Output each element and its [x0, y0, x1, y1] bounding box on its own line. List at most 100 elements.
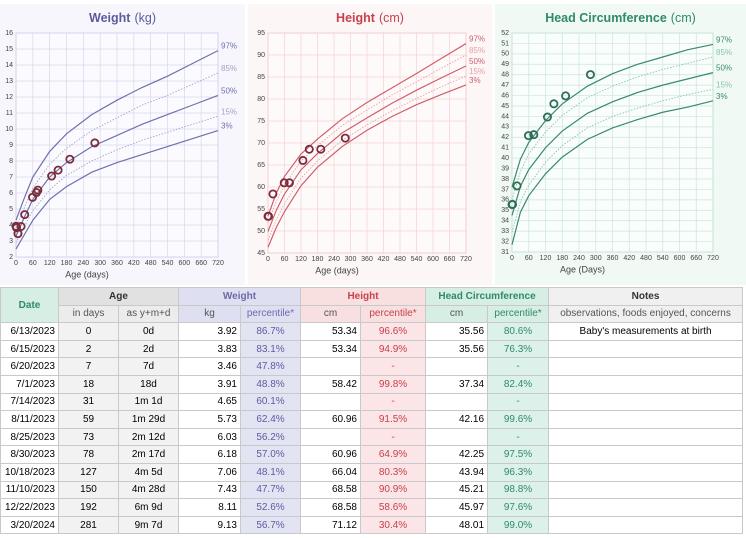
curve-label: 50% — [221, 87, 237, 96]
x-tick-label: 480 — [145, 260, 157, 267]
subheader: as y+m+d — [118, 304, 179, 324]
percentile-curve — [511, 43, 714, 188]
y-tick-label: 13 — [5, 78, 13, 85]
group-header: Height — [299, 287, 427, 306]
percentile-curve — [15, 50, 219, 221]
cell: 281 — [58, 515, 119, 535]
subheader-row: in days as y+m+d kg percentile* cm percentile… — [1, 304, 744, 324]
y-tick-label: 42 — [501, 134, 509, 141]
chart-title-name: Head Circumference — [545, 11, 667, 25]
cell: 3.91 — [178, 374, 241, 394]
y-tick-label: 46 — [501, 92, 509, 99]
x-tick-label: 420 — [128, 260, 140, 267]
x-tick-label: 660 — [444, 256, 456, 263]
y-tick-label: 16 — [5, 30, 13, 37]
cell: 47.7% — [240, 480, 301, 500]
cell: 3/20/2024 — [0, 515, 59, 535]
cell — [300, 357, 361, 376]
x-tick-label: 300 — [590, 255, 602, 262]
x-tick-label: 60 — [29, 260, 37, 267]
cell: - — [359, 427, 427, 447]
cell: 91.5% — [359, 410, 427, 429]
cell: 3.92 — [178, 322, 241, 341]
x-tick-label: 600 — [674, 255, 686, 262]
cell: Baby's measurements at birth — [548, 322, 744, 341]
x-tick-label: 300 — [94, 260, 106, 267]
data-table: Date Age Weight Height Head Circumference Not… — [0, 286, 744, 535]
cell — [548, 374, 744, 394]
cell — [548, 392, 744, 412]
cell: 56.7% — [240, 515, 301, 535]
measurement-point — [65, 154, 75, 164]
percentile-curve — [15, 130, 219, 250]
cell: 53.34 — [300, 339, 361, 359]
cell — [548, 427, 744, 447]
y-tick-label: 51 — [501, 40, 509, 47]
x-tick-label: 180 — [61, 260, 73, 267]
chart-title: Head Circumference (cm) — [545, 11, 696, 25]
percentile-curve — [511, 100, 714, 245]
cell: 71.12 — [300, 515, 361, 535]
cell: 9m 7d — [118, 515, 179, 535]
subheader: in days — [58, 304, 119, 324]
group-header: Weight — [178, 287, 301, 306]
cell: 30.4% — [359, 515, 427, 535]
cell: 45.97 — [425, 498, 489, 517]
cell: - — [487, 427, 550, 447]
cell: 76.3% — [487, 339, 550, 359]
curve-label: 3% — [221, 122, 233, 131]
percentile-curve — [267, 84, 467, 248]
measurement-point — [284, 178, 294, 188]
curve-label: 15% — [469, 67, 485, 76]
cell: 78 — [58, 445, 119, 464]
subheader: cm — [300, 304, 361, 324]
x-tick-label: 360 — [607, 255, 619, 262]
measurement-point — [298, 155, 308, 165]
cell: 98.8% — [487, 480, 550, 500]
cell: 80.3% — [359, 462, 427, 482]
x-tick-label: 180 — [556, 255, 568, 262]
cell: 8/11/2023 — [0, 410, 59, 429]
cell: 58.42 — [300, 374, 361, 394]
measurement-point — [53, 165, 63, 175]
x-tick-label: 0 — [266, 256, 270, 263]
y-tick-label: 4 — [9, 222, 13, 229]
y-tick-label: 50 — [257, 228, 265, 235]
cell: 8/25/2023 — [0, 427, 59, 447]
cell — [548, 462, 744, 482]
cell: 18d — [118, 374, 179, 394]
y-tick-label: 95 — [257, 30, 265, 37]
cell: 45.21 — [425, 480, 489, 500]
cell: 6.18 — [178, 445, 241, 464]
y-tick-label: 45 — [257, 250, 265, 257]
cell: - — [359, 357, 427, 376]
table-row: 7/1/2023 18 18d 3.91 48.8% 58.42 99.8% 37.34 82.… — [0, 374, 744, 394]
x-tick-label: 540 — [657, 255, 669, 262]
cell: 68.58 — [300, 498, 361, 517]
y-tick-label: 60 — [257, 184, 265, 191]
x-tick-label: 240 — [573, 255, 585, 262]
y-tick-label: 39 — [501, 165, 509, 172]
curve-label: 85% — [716, 48, 732, 57]
x-tick-label: 0 — [14, 260, 18, 267]
y-tick-label: 5 — [9, 206, 13, 213]
cell: 86.7% — [240, 322, 301, 341]
y-tick-label: 2 — [9, 254, 13, 261]
measurement-point — [340, 133, 350, 143]
cell: 0 — [58, 322, 119, 341]
cell: 52.6% — [240, 498, 301, 517]
curve-label: 50% — [716, 64, 732, 73]
x-tick-label: 420 — [623, 255, 635, 262]
cell: 9.13 — [178, 515, 241, 535]
curve-label: 15% — [221, 107, 237, 116]
group-header: Date — [0, 286, 59, 324]
y-tick-label: 8 — [9, 158, 13, 165]
measurement-point — [561, 91, 571, 101]
cell: 59 — [58, 410, 119, 429]
table-row: 3/20/2024 281 9m 7d 9.13 56.7% 71.12 30.4% 48.0… — [0, 515, 744, 535]
measurement-point — [585, 70, 595, 80]
cell: 82.4% — [487, 374, 550, 394]
cell: - — [487, 357, 550, 376]
cell: 96.3% — [487, 462, 550, 482]
curve-label: 50% — [469, 57, 485, 66]
